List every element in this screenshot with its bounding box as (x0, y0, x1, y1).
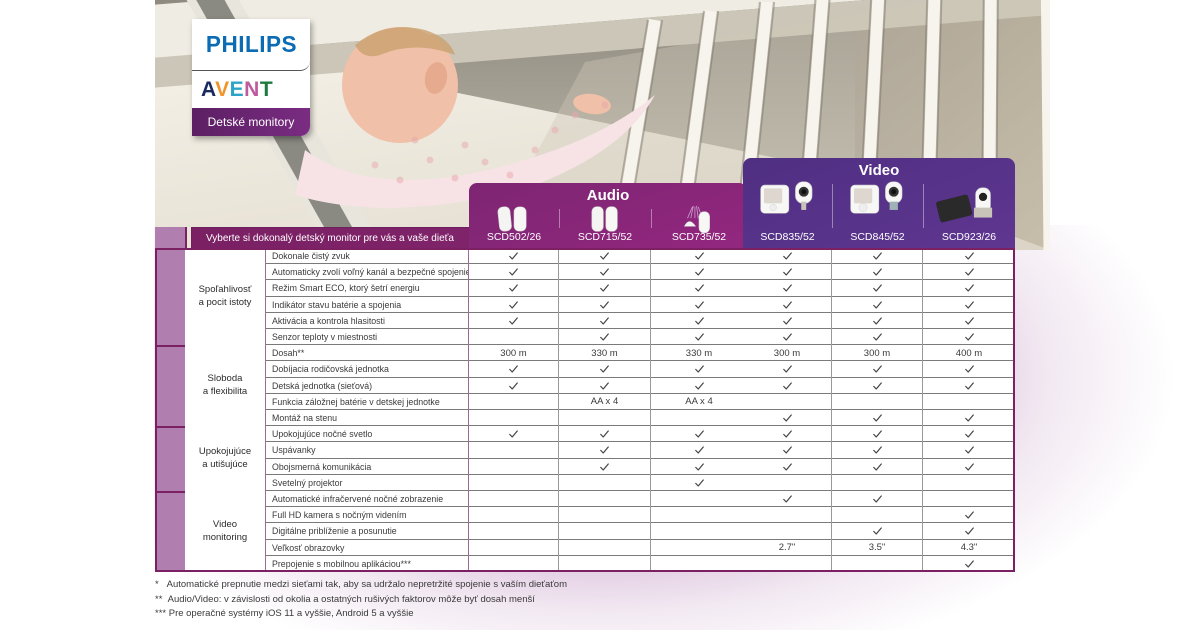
svg-text:AVENT: AVENT (201, 78, 273, 101)
